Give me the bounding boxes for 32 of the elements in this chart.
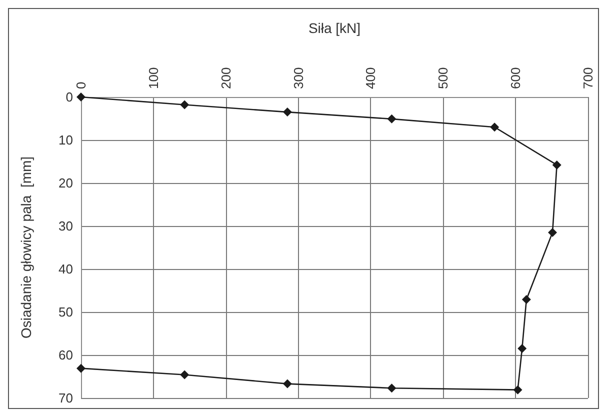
point xyxy=(76,364,86,373)
point xyxy=(387,114,396,124)
y-tick-label: 10 xyxy=(58,132,73,148)
point xyxy=(180,100,190,110)
point xyxy=(518,344,527,354)
y-tick-label: 30 xyxy=(58,218,73,234)
point xyxy=(282,108,292,117)
point xyxy=(282,379,292,388)
y-tick-label: 60 xyxy=(58,348,73,362)
x-tick-label: 600 xyxy=(508,67,524,89)
point xyxy=(76,92,86,102)
y-axis-title: Osiadanie głowicy pala [mm] xyxy=(18,156,34,339)
x-axis-title: Siła [kN] xyxy=(308,20,361,36)
point xyxy=(548,228,558,237)
y-tick-label: 40 xyxy=(58,262,73,276)
point xyxy=(180,370,190,380)
point xyxy=(387,384,396,393)
y-tick-label: 0 xyxy=(66,90,73,104)
y-tick-label: 20 xyxy=(58,176,73,190)
point xyxy=(522,295,531,304)
x-tick-label: 400 xyxy=(363,67,378,89)
x-tick-label: 300 xyxy=(290,67,306,89)
x-tick-label: 500 xyxy=(436,67,451,89)
y-tick-label: 70 xyxy=(58,390,73,406)
point xyxy=(552,160,562,170)
x-tick-label: 200 xyxy=(218,67,234,89)
point xyxy=(513,385,522,394)
x-tick-label: 700 xyxy=(580,67,596,89)
point xyxy=(490,122,500,132)
x-tick-label: 100 xyxy=(146,67,161,89)
x-tick-label: 0 xyxy=(74,82,88,89)
y-tick-label: 50 xyxy=(58,304,73,320)
